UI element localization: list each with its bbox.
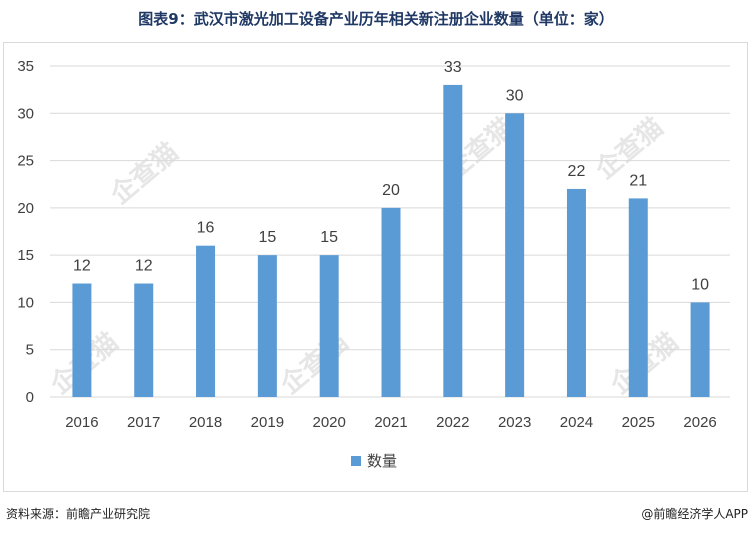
x-tick-label: 2022 <box>436 414 469 431</box>
data-label: 16 <box>197 220 215 237</box>
data-label: 10 <box>691 276 709 293</box>
watermark: 企查猫 <box>105 136 185 210</box>
x-tick-label: 2020 <box>312 414 345 431</box>
data-label: 33 <box>444 59 462 76</box>
source-note: 资料来源：前瞻产业研究院 <box>6 507 151 521</box>
y-tick-label: 5 <box>26 342 34 359</box>
x-tick-label: 2024 <box>560 414 593 431</box>
data-label: 12 <box>135 258 153 275</box>
x-tick-label: 2021 <box>374 414 407 431</box>
x-tick-label: 2025 <box>622 414 655 431</box>
bar <box>196 245 216 397</box>
chart-frame <box>3 42 748 492</box>
bar <box>257 255 277 397</box>
data-label: 21 <box>629 172 647 189</box>
credit-note: @前瞻经济学人APP <box>641 507 748 521</box>
bar <box>72 283 92 397</box>
bar <box>319 255 339 397</box>
data-label: 20 <box>382 182 400 199</box>
bar <box>566 188 586 397</box>
x-tick-label: 2016 <box>65 414 98 431</box>
bar <box>505 113 525 398</box>
data-label: 30 <box>506 87 524 104</box>
bar <box>381 207 401 397</box>
y-tick-label: 30 <box>17 105 34 122</box>
data-label: 22 <box>568 163 586 180</box>
bar <box>628 198 648 397</box>
x-tick-label: 2023 <box>498 414 531 431</box>
bar <box>134 283 154 397</box>
y-tick-label: 35 <box>17 58 34 75</box>
y-tick-label: 25 <box>17 153 34 170</box>
y-tick-label: 10 <box>17 294 34 311</box>
bar <box>690 302 710 397</box>
chart-title: 图表9：武汉市激光加工设备产业历年相关新注册企业数量（单位：家） <box>138 10 614 28</box>
watermark: 企查猫 <box>275 326 355 400</box>
y-tick-label: 15 <box>17 247 34 264</box>
y-tick-label: 20 <box>17 200 34 217</box>
data-label: 15 <box>320 229 338 246</box>
legend-swatch <box>351 456 361 466</box>
bar <box>443 84 463 398</box>
data-label: 12 <box>73 258 91 275</box>
legend-label: 数量 <box>367 452 397 470</box>
x-tick-label: 2018 <box>189 414 222 431</box>
data-label: 15 <box>258 229 276 246</box>
x-tick-label: 2019 <box>251 414 284 431</box>
x-tick-label: 2017 <box>127 414 160 431</box>
x-tick-label: 2026 <box>683 414 716 431</box>
y-tick-label: 0 <box>26 389 34 406</box>
